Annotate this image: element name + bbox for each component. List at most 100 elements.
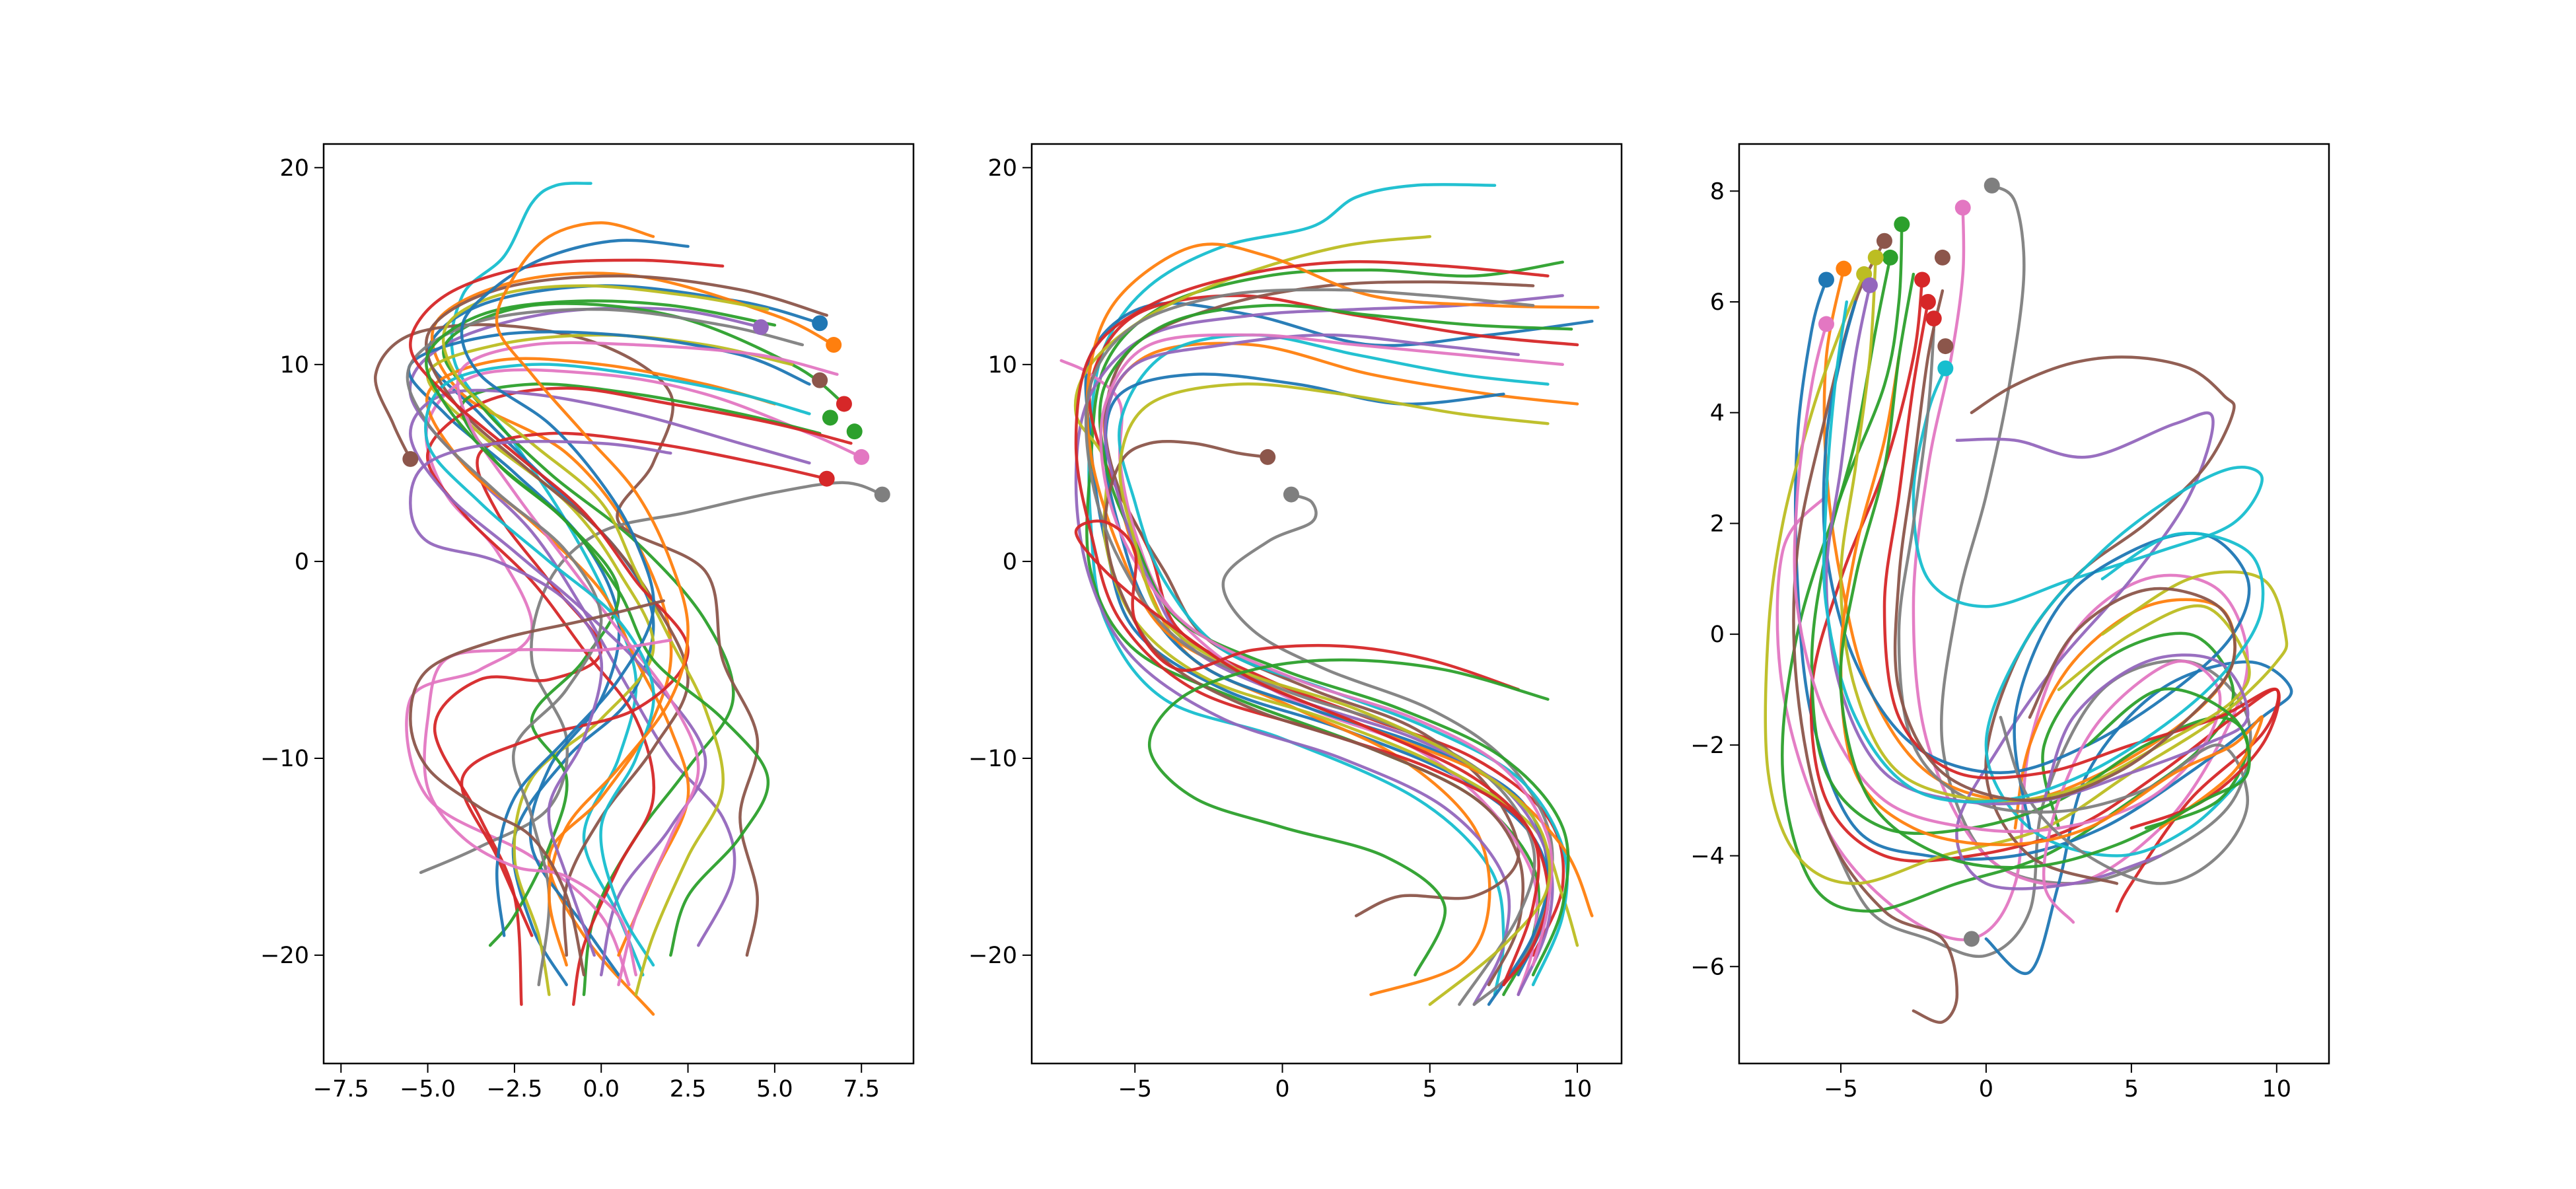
left-start-marker bbox=[812, 315, 828, 332]
left-start-marker bbox=[846, 423, 863, 440]
middle-y-tick-label: −10 bbox=[968, 746, 1017, 772]
right-y-tick-label: −6 bbox=[1690, 954, 1725, 980]
right-x-tick-label: −5 bbox=[1824, 1076, 1858, 1102]
right-trajectory-line bbox=[1824, 283, 2250, 806]
right-trajectory-line bbox=[1822, 267, 2236, 830]
middle-trajectory-line bbox=[1087, 183, 1505, 996]
left-trajectory-line bbox=[419, 481, 884, 875]
right-start-marker bbox=[1934, 249, 1950, 266]
right-start-marker bbox=[1963, 931, 1980, 947]
right-start-marker bbox=[1818, 316, 1834, 332]
right-y-tick-label: 8 bbox=[1710, 178, 1725, 205]
left-y-tick-label: −20 bbox=[260, 943, 309, 969]
right-trajectory-line bbox=[1764, 272, 2289, 885]
right-start-marker bbox=[1894, 216, 1910, 233]
left-trajectory-line bbox=[424, 274, 828, 957]
right-start-marker bbox=[1984, 177, 2000, 194]
middle-start-marker bbox=[1260, 449, 1276, 465]
subplot-right-axes: −5 0 5 10 −6 −4 −2 0 2 4 6 8 bbox=[1690, 178, 2291, 1102]
left-trajectory-line bbox=[409, 599, 666, 977]
right-trajectory-line bbox=[1882, 300, 2281, 830]
left-trajectory-line bbox=[409, 258, 725, 937]
left-x-tick-label: −7.5 bbox=[313, 1076, 369, 1102]
middle-trajectory-line bbox=[1148, 658, 1550, 977]
right-trajectory-line bbox=[1822, 300, 2251, 830]
middle-trajectory-line bbox=[1074, 260, 1550, 987]
right-trajectory-line bbox=[1893, 289, 2236, 802]
left-x-tick-label: −2.5 bbox=[486, 1076, 542, 1102]
right-start-marker bbox=[1954, 199, 1971, 216]
left-start-marker bbox=[812, 372, 828, 388]
middle-trajectory-line bbox=[1118, 333, 1569, 987]
middle-y-tick-label: 10 bbox=[987, 352, 1017, 378]
right-x-tick-label: 5 bbox=[2124, 1076, 2139, 1102]
middle-x-tick-label: 0 bbox=[1275, 1076, 1289, 1102]
right-x-tick-label: 0 bbox=[1979, 1076, 1993, 1102]
left-y-tick-label: −10 bbox=[260, 746, 309, 772]
right-start-marker bbox=[1914, 271, 1931, 288]
right-trajectory-line bbox=[1839, 272, 2251, 869]
right-y-tick-label: 0 bbox=[1710, 622, 1725, 648]
left-start-marker bbox=[818, 470, 835, 487]
middle-x-tick-label: −5 bbox=[1118, 1076, 1152, 1102]
left-start-marker bbox=[826, 337, 842, 353]
right-start-marker bbox=[1836, 260, 1852, 277]
subplot-right-plot-area bbox=[1764, 177, 2293, 1024]
subplot-right-frame bbox=[1738, 143, 2330, 1065]
right-start-marker bbox=[1867, 249, 1884, 266]
subplot-middle: −5 0 5 10 −20 −10 0 10 20 bbox=[968, 143, 1623, 1102]
right-y-tick-label: −4 bbox=[1690, 844, 1725, 870]
middle-y-tick-label: −20 bbox=[968, 943, 1017, 969]
right-trajectory-line bbox=[1781, 223, 2235, 913]
right-y-tick-label: 2 bbox=[1710, 511, 1725, 537]
right-trajectory-line bbox=[1839, 355, 2264, 847]
left-x-tick-label: 7.5 bbox=[843, 1076, 880, 1102]
left-trajectory-line bbox=[407, 330, 811, 977]
left-start-marker bbox=[822, 410, 838, 426]
left-start-marker bbox=[752, 319, 769, 336]
left-start-marker bbox=[874, 486, 890, 503]
left-x-tick-label: 5.0 bbox=[756, 1076, 793, 1102]
right-start-marker bbox=[1925, 310, 1942, 327]
subplot-left-axes: −7.5 −5.0 −2.5 0.0 2.5 5.0 7.5 −20 −10 0 10 20 bbox=[260, 155, 880, 1102]
left-trajectory-line bbox=[405, 368, 863, 987]
left-y-tick-label: 20 bbox=[279, 155, 309, 182]
right-trajectory-line bbox=[1955, 411, 2215, 890]
middle-trajectory-line bbox=[1103, 333, 1554, 996]
left-x-tick-label: 0.0 bbox=[583, 1076, 620, 1102]
right-start-marker bbox=[1937, 360, 1954, 377]
left-x-tick-label: −5.0 bbox=[400, 1076, 456, 1102]
right-start-marker bbox=[1937, 338, 1954, 355]
left-trajectory-line bbox=[495, 221, 690, 967]
left-trajectory-line bbox=[425, 386, 853, 1006]
right-y-tick-label: −2 bbox=[1690, 733, 1725, 759]
right-y-tick-label: 6 bbox=[1710, 289, 1725, 316]
right-trajectory-line bbox=[1793, 322, 2222, 924]
subplot-left-frame bbox=[322, 143, 915, 1065]
middle-x-tick-label: 10 bbox=[1563, 1076, 1592, 1102]
right-trajectory-line bbox=[1897, 328, 2250, 885]
right-start-marker bbox=[1818, 271, 1834, 288]
left-trajectory-line bbox=[409, 388, 811, 977]
left-start-marker bbox=[836, 396, 852, 412]
left-start-marker bbox=[402, 450, 419, 467]
right-start-marker bbox=[1919, 293, 1936, 310]
right-start-marker bbox=[1882, 249, 1898, 266]
subplot-right: −5 0 5 10 −6 −4 −2 0 2 4 6 8 bbox=[1690, 143, 2330, 1102]
subplot-middle-plot-area bbox=[1059, 183, 1600, 1006]
left-trajectory-line bbox=[373, 323, 760, 957]
subplot-left: −7.5 −5.0 −2.5 0.0 2.5 5.0 7.5 −20 −10 0 10 20 bbox=[260, 143, 915, 1102]
left-start-marker bbox=[853, 449, 870, 465]
subplot-left-plot-area bbox=[373, 182, 890, 1016]
left-trajectory-line bbox=[460, 238, 690, 937]
middle-trajectory-line bbox=[1074, 519, 1540, 987]
right-trajectory-line bbox=[1824, 184, 2252, 958]
left-trajectory-line bbox=[425, 299, 777, 957]
left-trajectory-line bbox=[424, 363, 811, 967]
middle-y-tick-label: 20 bbox=[987, 155, 1017, 182]
left-trajectory-line bbox=[409, 439, 672, 957]
left-trajectory-line bbox=[406, 308, 805, 987]
middle-x-tick-label: 5 bbox=[1423, 1076, 1437, 1102]
